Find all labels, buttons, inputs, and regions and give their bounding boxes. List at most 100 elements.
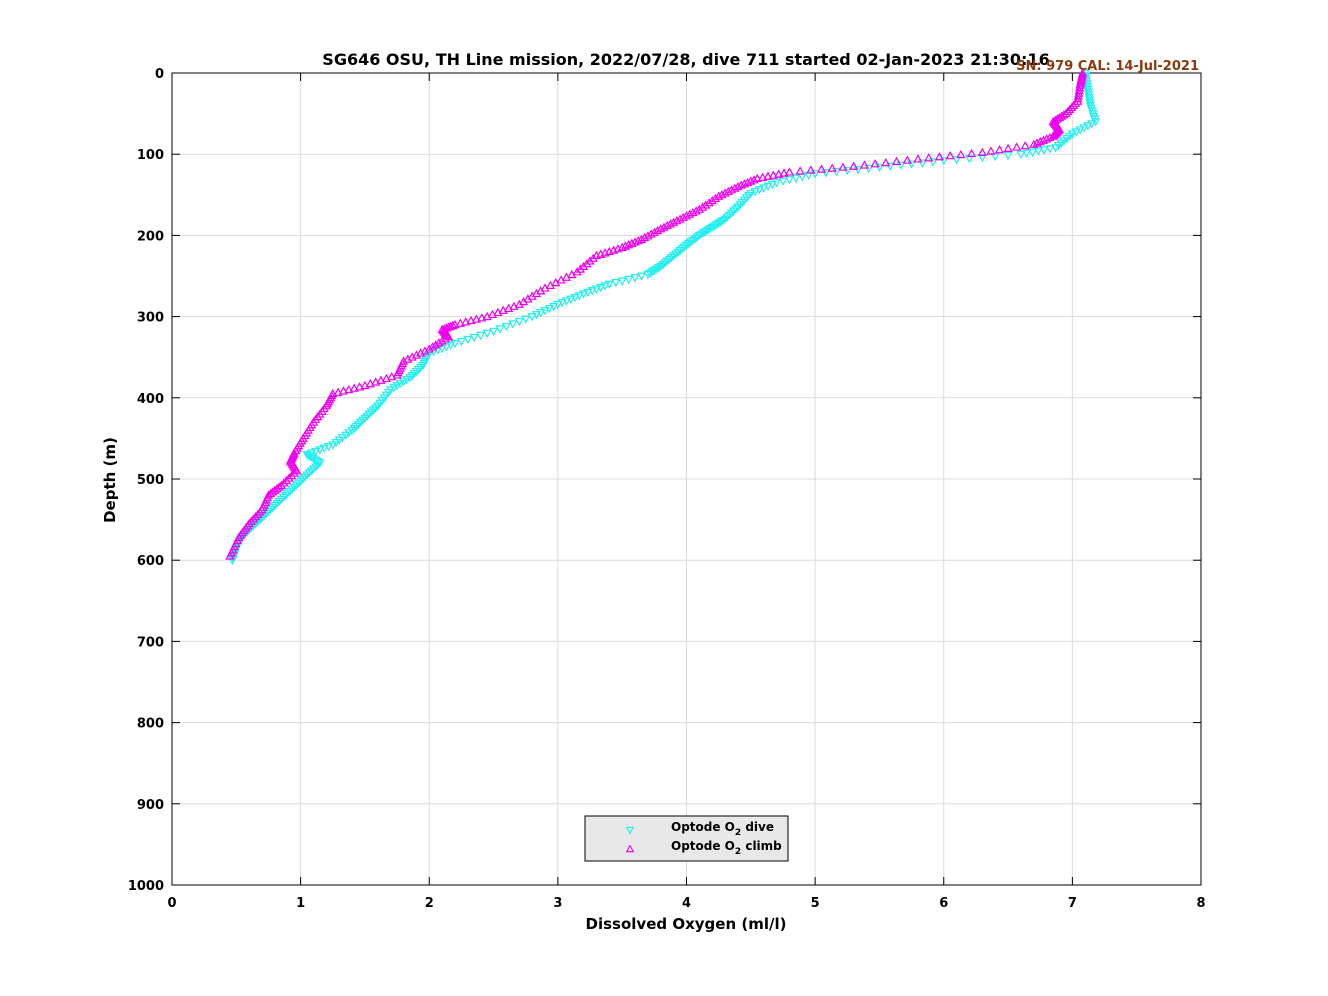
data-point <box>1020 140 1030 150</box>
series-dive <box>227 69 1101 566</box>
data-point <box>1059 137 1069 146</box>
data-point <box>331 438 341 448</box>
data-point <box>304 469 314 478</box>
data-point <box>774 169 784 178</box>
data-point <box>503 303 514 312</box>
data-point <box>523 294 533 303</box>
data-point <box>353 420 364 430</box>
data-point <box>407 352 417 361</box>
data-point <box>784 176 795 185</box>
data-point <box>838 162 848 171</box>
data-point <box>924 153 934 162</box>
data-point <box>476 331 486 341</box>
data-point <box>1022 149 1032 158</box>
data-point <box>443 332 454 341</box>
data-point <box>1052 114 1062 123</box>
data-point <box>387 371 397 381</box>
data-point <box>778 177 788 186</box>
data-point <box>456 337 467 347</box>
data-point <box>461 317 471 326</box>
data-point <box>354 382 365 391</box>
data-point <box>902 155 912 164</box>
data-point <box>645 269 655 278</box>
data-point <box>347 426 357 436</box>
data-point <box>643 270 653 280</box>
data-point <box>735 201 745 210</box>
x-tick-label: 0 <box>167 896 176 911</box>
data-points <box>225 68 1101 566</box>
data-point <box>617 242 627 252</box>
data-point <box>493 307 503 317</box>
data-point <box>986 146 996 155</box>
y-tick-label: 900 <box>137 798 164 813</box>
data-point <box>714 191 724 200</box>
data-point <box>482 329 492 339</box>
data-point <box>338 386 349 395</box>
data-point <box>885 162 895 171</box>
data-point <box>344 384 354 394</box>
data-point <box>913 154 923 163</box>
data-point <box>344 429 354 438</box>
data-point <box>527 291 537 300</box>
data-point <box>471 314 482 323</box>
data-point <box>488 327 499 337</box>
data-point <box>791 174 801 183</box>
y-tick-label: 100 <box>137 148 164 163</box>
data-point <box>741 194 752 203</box>
data-point <box>575 264 586 273</box>
data-point <box>298 475 308 484</box>
data-point <box>578 261 589 271</box>
data-point <box>1003 151 1013 161</box>
data-point <box>810 170 820 179</box>
data-point <box>874 163 885 173</box>
data-point <box>291 481 301 490</box>
data-point <box>407 371 417 381</box>
data-point <box>337 434 348 443</box>
data-point <box>630 274 640 283</box>
data-point <box>521 315 531 324</box>
data-point <box>403 354 413 363</box>
data-point <box>881 157 891 167</box>
data-point <box>1064 132 1075 142</box>
y-tick-label: 600 <box>137 554 164 569</box>
data-point <box>455 318 465 327</box>
data-point <box>608 245 619 254</box>
y-tick-label: 800 <box>137 717 164 732</box>
data-point <box>276 495 286 505</box>
data-point <box>701 200 711 209</box>
data-point <box>280 491 291 501</box>
data-point <box>870 159 880 168</box>
data-point <box>1057 111 1067 120</box>
data-point <box>274 497 284 507</box>
data-point <box>278 493 289 503</box>
chart-title: SG646 OSU, TH Line mission, 2022/07/28, … <box>322 50 1049 69</box>
data-point <box>945 150 955 160</box>
data-point <box>611 279 621 288</box>
data-point <box>398 378 409 387</box>
data-point <box>371 377 381 386</box>
data-point <box>362 412 372 421</box>
data-point <box>477 313 487 322</box>
data-point <box>389 384 399 393</box>
data-point <box>416 348 426 357</box>
data-point <box>582 258 592 268</box>
data-point <box>816 164 827 173</box>
data-point <box>697 202 708 211</box>
data-point <box>431 340 441 349</box>
data-point <box>596 249 606 258</box>
data-point <box>561 272 572 281</box>
data-point <box>707 195 717 205</box>
data-point <box>896 161 906 170</box>
data-point <box>368 406 379 415</box>
data-point <box>306 467 316 476</box>
data-point <box>710 193 721 203</box>
data-point <box>1087 120 1097 129</box>
data-point <box>501 322 512 332</box>
data-point <box>527 313 537 322</box>
data-point <box>418 361 428 371</box>
data-point <box>514 299 524 308</box>
grid <box>172 73 1201 885</box>
data-point <box>1067 130 1077 139</box>
x-tick-label: 7 <box>1068 896 1077 911</box>
